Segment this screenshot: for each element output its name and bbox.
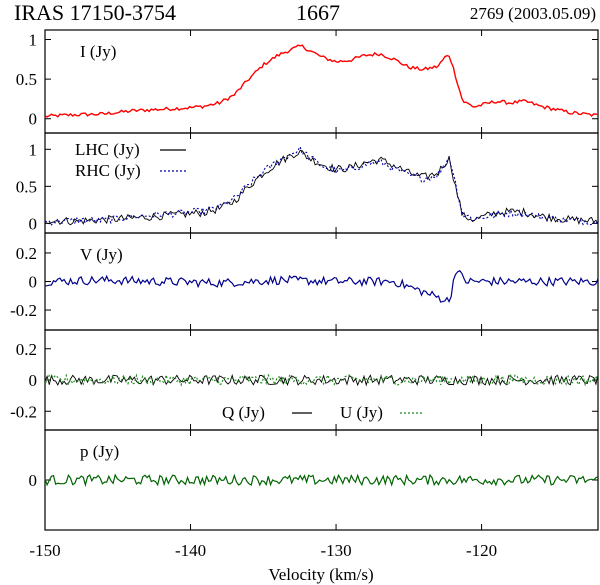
y-tick-label: 0.2 [16,340,37,359]
legend-lhc-text: LHC (Jy) [75,140,140,159]
y-tick-label: 1 [29,31,38,50]
series-i-line [44,44,599,118]
panel-5-label: p (Jy) [80,442,119,461]
series-v-line [44,270,599,304]
source-title: IRAS 17150-3754 [14,0,176,25]
series-q-line [44,373,599,387]
x-tick-label: -130 [320,541,351,560]
y-tick-label: 0.5 [16,70,37,89]
y-tick-label: 0 [29,214,38,233]
observation-title: 2769 (2003.05.09) [469,4,596,23]
y-tick-label: 0 [29,371,38,390]
y-tick-label: 0 [29,471,38,490]
y-tick-label: 0 [29,273,38,292]
y-tick-label: 0.2 [16,244,37,263]
series-p-line [44,473,599,488]
panel-1-label: I (Jy) [80,42,116,61]
y-tick-label: 0 [29,110,38,129]
y-tick-label: 0.5 [16,177,37,196]
frequency-title: 1667 [296,0,340,25]
x-tick-label: -120 [466,541,497,560]
panel-5-frame [44,429,599,531]
x-axis-label: Velocity (km/s) [268,565,373,584]
legend-u-text: U (Jy) [340,403,383,422]
y-tick-label: -0.2 [10,301,37,320]
legend-q-text: Q (Jy) [222,403,265,422]
y-tick-label: 1 [29,140,38,159]
series-u-line [44,372,599,387]
legend-rhc-text: RHC (Jy) [75,161,141,180]
x-tick-label: -150 [29,541,60,560]
panel-3-label: V (Jy) [80,245,123,264]
x-tick-label: -140 [175,541,206,560]
y-tick-label: -0.2 [10,402,37,421]
series-lhc-line [44,149,599,226]
panel-1-frame [44,29,599,134]
